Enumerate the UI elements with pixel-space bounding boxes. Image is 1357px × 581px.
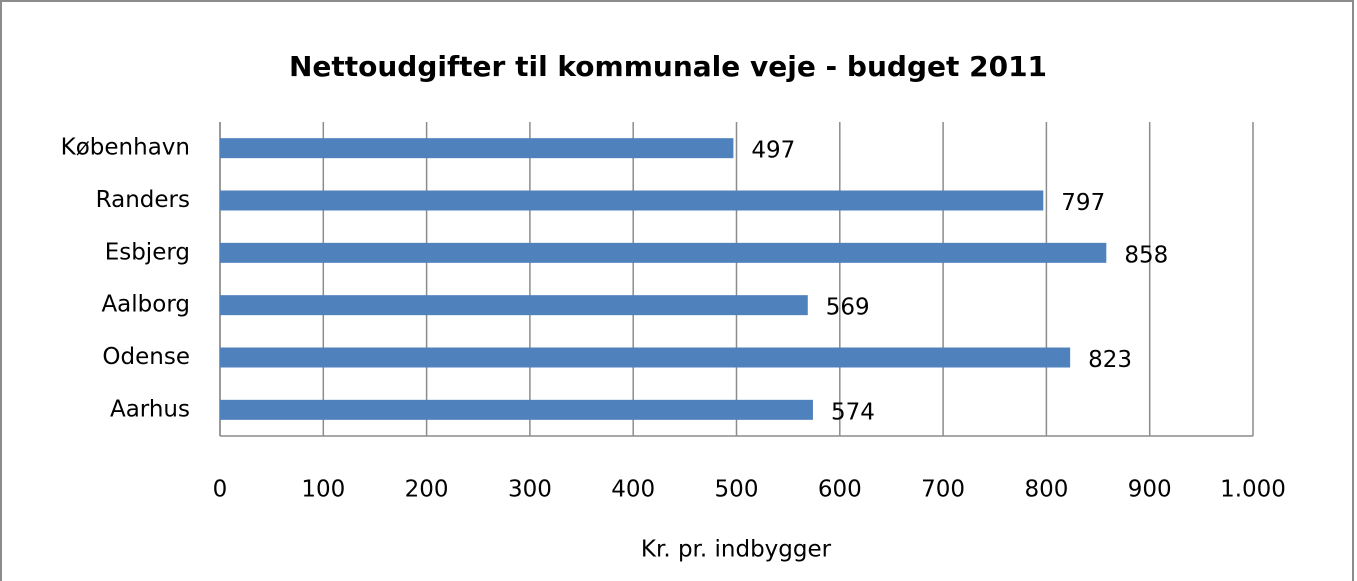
bar (220, 347, 1071, 368)
x-tick-label: 900 (1128, 477, 1172, 503)
y-tick-label: Esbjerg (105, 239, 190, 265)
y-tick-label: Randers (96, 187, 190, 213)
x-tick-label: 100 (301, 477, 345, 503)
chart-title: Nettoudgifter til kommunale veje - budge… (289, 50, 1047, 83)
data-label: 497 (751, 138, 795, 164)
x-tick-label: 1.000 (1220, 477, 1286, 503)
x-tick-label: 300 (508, 477, 552, 503)
data-label: 569 (826, 295, 870, 321)
x-tick-label: 800 (1024, 477, 1068, 503)
x-axis-label: Kr. pr. indbygger (641, 537, 832, 563)
x-tick-label: 600 (818, 477, 862, 503)
x-tick-label: 0 (213, 477, 228, 503)
data-label: 858 (1124, 242, 1168, 268)
x-tick-label: 500 (715, 477, 759, 503)
y-tick-label: Aarhus (110, 396, 190, 422)
y-tick-label: Odense (102, 344, 190, 370)
bar (220, 190, 1044, 211)
bar (220, 295, 808, 316)
x-tick-label: 200 (405, 477, 449, 503)
bar (220, 242, 1107, 263)
data-label: 797 (1061, 190, 1105, 216)
x-tick-label: 700 (921, 477, 965, 503)
y-tick-label: Aalborg (101, 292, 190, 318)
bar (220, 138, 734, 159)
y-tick-label: København (61, 135, 190, 161)
x-tick-label: 400 (611, 477, 655, 503)
data-label: 823 (1088, 347, 1132, 373)
data-label: 574 (831, 399, 875, 425)
bar (220, 399, 813, 420)
